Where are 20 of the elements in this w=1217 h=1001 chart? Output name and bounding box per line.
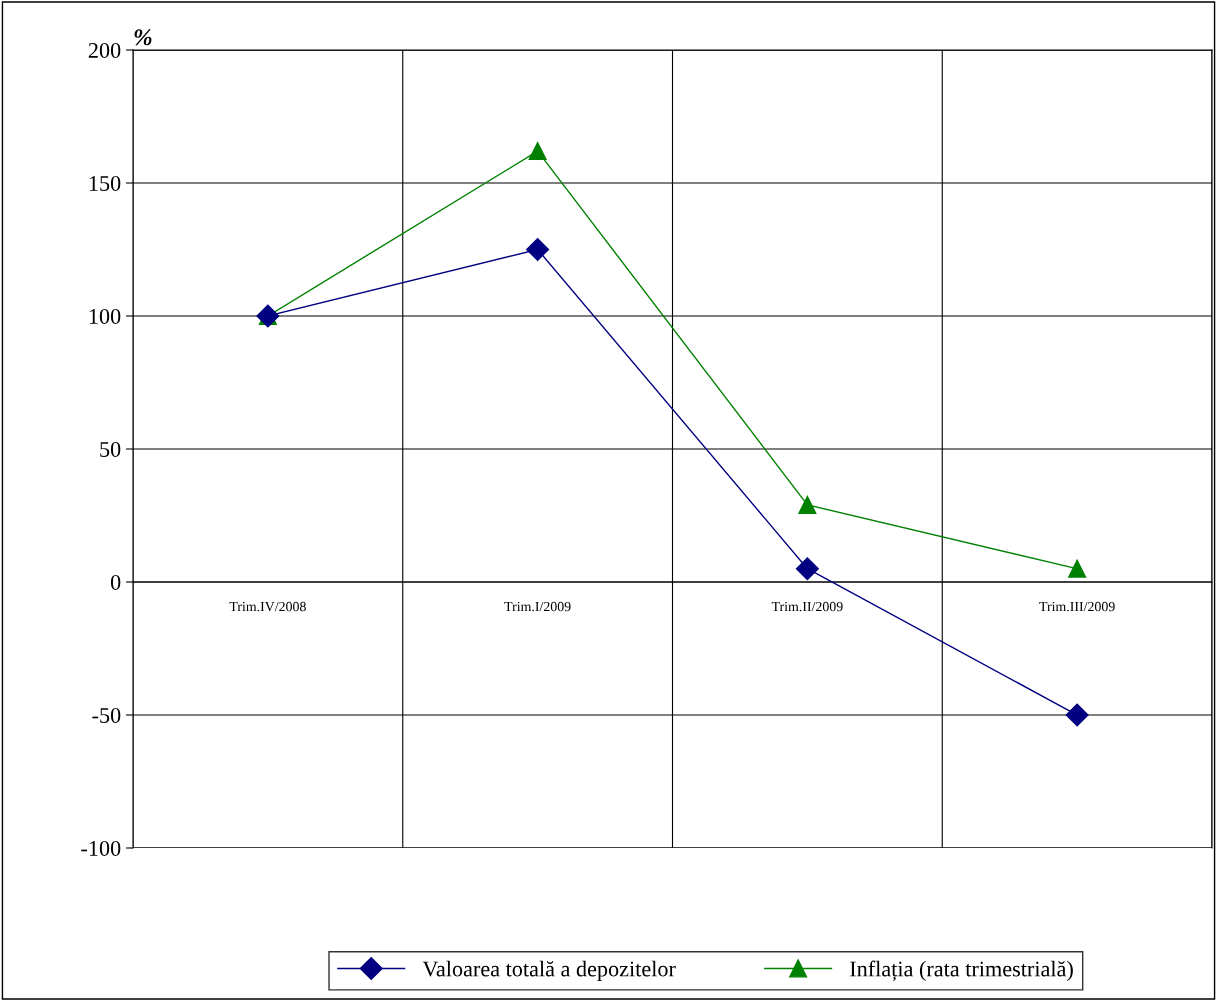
legend-label: Valoarea totală a depozitelor (422, 960, 676, 981)
point (528, 142, 547, 161)
legend-label: Inflația (rata trimestrială) (850, 960, 1073, 981)
point (1065, 703, 1089, 727)
point (526, 238, 550, 261)
y-axis-title: % (134, 29, 152, 46)
y-tick-label: 100 (89, 308, 121, 324)
point (798, 495, 817, 514)
y-tick-label: 150 (89, 175, 121, 191)
y-tick-label: 0 (110, 574, 121, 590)
x-tick-label: Trim.I/2009 (504, 601, 571, 612)
y-tick-label: -50 (92, 707, 121, 723)
x-tick-label: Trim.II/2009 (771, 601, 843, 612)
x-tick-label: Trim.III/2009 (1039, 601, 1115, 612)
y-tick-label: 200 (88, 42, 121, 58)
y-tick-label: -100 (81, 840, 121, 856)
point (795, 557, 819, 581)
x-tick-label: Trim.IV/2008 (229, 601, 306, 612)
y-tick-label: 50 (100, 441, 121, 457)
point (1068, 559, 1087, 578)
